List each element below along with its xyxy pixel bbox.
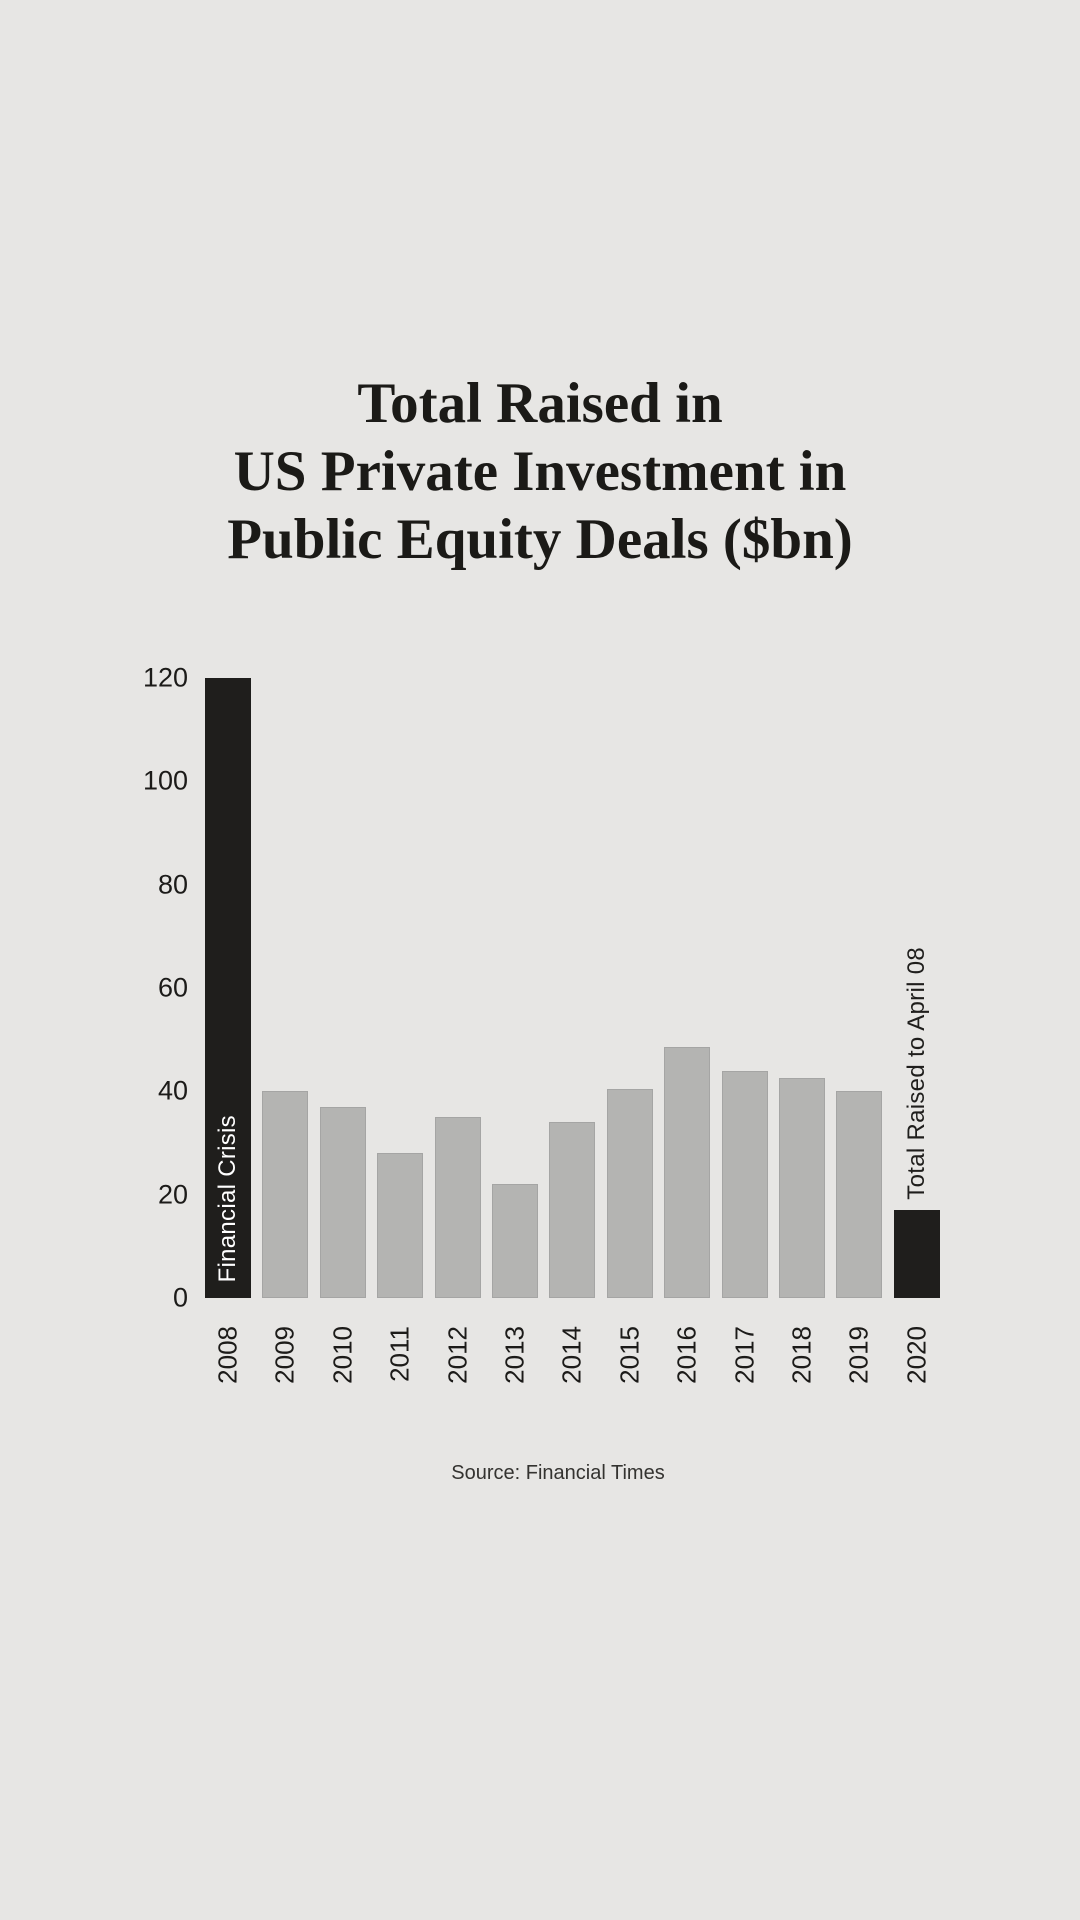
plot-area: Financial Crisis Total Raised to April 08 xyxy=(205,678,951,1298)
y-tick-label-100: 100 xyxy=(142,765,188,796)
bar-2018 xyxy=(779,1078,825,1298)
bar-2015 xyxy=(606,1088,653,1298)
x-tick-label-2016: 2016 xyxy=(671,1326,702,1384)
bar-2008: Financial Crisis xyxy=(205,678,251,1298)
y-tick-label-80: 80 xyxy=(157,869,188,900)
bar-note-2020: Total Raised to April 08 xyxy=(902,947,930,1201)
x-tick-label-2010: 2010 xyxy=(327,1326,358,1384)
bar-2013 xyxy=(492,1184,538,1298)
y-tick-label-120: 120 xyxy=(142,662,188,693)
bar-2016 xyxy=(664,1047,711,1298)
bar-chart: 0 20 40 60 80 100 120 Financial Crisis Total Ra… xyxy=(0,664,1080,1384)
x-tick-label-2019: 2019 xyxy=(843,1326,874,1384)
y-tick-label-0: 0 xyxy=(172,1282,188,1313)
y-tick-label-20: 20 xyxy=(157,1179,188,1210)
x-tick-label-2014: 2014 xyxy=(556,1326,587,1384)
x-tick-label-2013: 2013 xyxy=(499,1326,530,1384)
y-tick-label-60: 60 xyxy=(157,972,188,1003)
title-line-2: US Private Investment in xyxy=(233,440,847,503)
bar-2014 xyxy=(549,1122,596,1298)
y-tick-label-40: 40 xyxy=(157,1075,188,1106)
x-tick-label-2020: 2020 xyxy=(901,1326,932,1384)
bar-2020: Total Raised to April 08 xyxy=(893,947,940,1298)
bar-2010 xyxy=(319,1106,366,1298)
title-line-3: Public Equity Deals ($bn) xyxy=(227,508,853,571)
bar-2009 xyxy=(262,1091,309,1298)
x-tick-label-2015: 2015 xyxy=(614,1326,645,1384)
x-tick-label-2011: 2011 xyxy=(384,1326,415,1382)
x-tick-label-2008: 2008 xyxy=(212,1326,243,1384)
page-title: Total Raised in US Private Investment in… xyxy=(0,370,1080,574)
x-tick-label-2012: 2012 xyxy=(442,1326,473,1384)
bar-2017 xyxy=(721,1070,768,1298)
bar-2012 xyxy=(434,1117,481,1298)
x-tick-label-2017: 2017 xyxy=(729,1326,760,1384)
source-caption: Source: Financial Times xyxy=(451,1462,665,1484)
bar-2019 xyxy=(836,1091,883,1298)
bar-2011 xyxy=(377,1153,424,1298)
title-line-1: Total Raised in xyxy=(357,372,723,435)
y-axis-labels: 0 20 40 60 80 100 120 xyxy=(0,664,188,1311)
x-axis-labels: 2008 2009 2010 2011 2012 2013 2014 2015 2016 2017… xyxy=(205,1326,951,1466)
x-tick-label-2009: 2009 xyxy=(269,1326,300,1384)
x-tick-label-2018: 2018 xyxy=(786,1326,817,1384)
bar-note-2008: Financial Crisis xyxy=(214,1115,241,1283)
